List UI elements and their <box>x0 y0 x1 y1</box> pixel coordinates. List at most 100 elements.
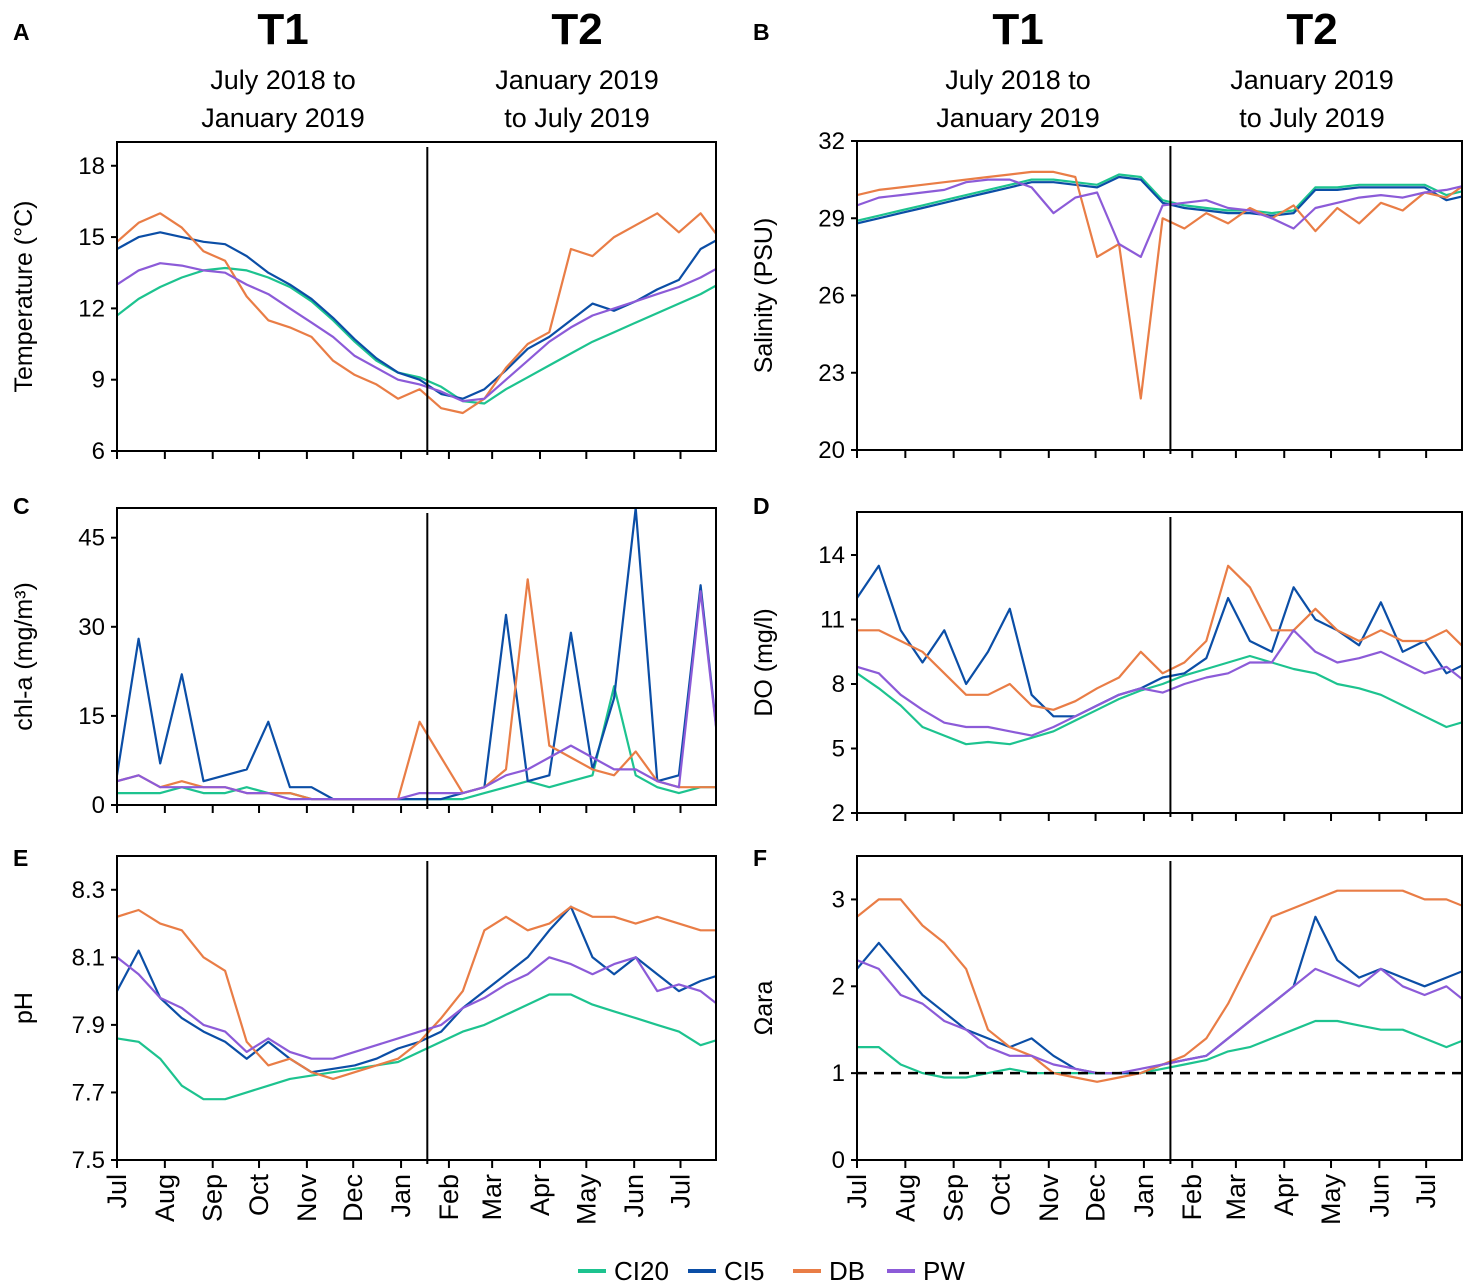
legend-item-ci5: CI5 <box>688 1256 764 1286</box>
legend-item-pw: PW <box>887 1256 965 1286</box>
month-label: Mar <box>1221 1174 1251 1221</box>
header-right: T1 July 2018 to January 2019 T2 January … <box>936 5 1394 133</box>
y-tick-label: 2 <box>832 800 845 827</box>
period-t2-line2: to July 2019 <box>1239 103 1385 133</box>
series-line-ci5 <box>857 175 1462 225</box>
y-tick-label: 18 <box>78 153 105 180</box>
series-line-pw <box>857 959 1462 1075</box>
panel-e: E 7.5 7.7 7.9 8.1 8.3 pH Jul Aug Sep Oct Nov Dec Jan F… <box>10 845 717 1225</box>
y-tick-label: 7.7 <box>72 1079 105 1106</box>
y-tick-label: 5 <box>832 736 845 763</box>
month-label: Jan <box>386 1174 416 1218</box>
y-tick-label: 12 <box>78 295 105 322</box>
month-label: Jun <box>1364 1174 1394 1218</box>
y-tick-label: 8.1 <box>72 944 105 971</box>
y-tick-label: 6 <box>92 438 105 465</box>
series-line-db <box>117 578 716 801</box>
y-tick-label: 26 <box>818 283 845 310</box>
month-label: Aug <box>150 1174 180 1222</box>
period-t2-title: T2 <box>1286 5 1337 54</box>
legend-label: CI5 <box>724 1256 764 1286</box>
month-label: Dec <box>1081 1174 1111 1222</box>
panel-letter: B <box>753 19 770 45</box>
month-label: Sep <box>198 1174 228 1222</box>
y-tick-label: 15 <box>78 703 105 730</box>
series-line-db <box>857 170 1462 400</box>
period-t1-title: T1 <box>257 5 308 54</box>
y-tick-label: 15 <box>78 224 105 251</box>
header-left: T1 July 2018 to January 2019 T2 January … <box>201 5 659 133</box>
panel-c: C 0 15 30 45 chl-a (mg/m³) <box>10 493 717 819</box>
series-line-ci5 <box>117 905 716 1074</box>
y-tick-label: 8 <box>832 671 845 698</box>
y-tick-label: 11 <box>820 607 845 634</box>
panel-letter: E <box>13 845 28 871</box>
panel-letter: D <box>753 493 770 519</box>
period-t1-line2: January 2019 <box>936 103 1100 133</box>
y-tick-label: 30 <box>78 614 105 641</box>
series-line-pw <box>857 629 1462 737</box>
month-label: Feb <box>1177 1174 1207 1221</box>
period-t2-line2: to July 2019 <box>504 103 650 133</box>
plot-frame <box>116 141 717 452</box>
series-line-db <box>117 212 716 415</box>
plot-frame <box>116 507 717 806</box>
month-label: Aug <box>890 1174 920 1222</box>
y-tick-label: 3 <box>832 886 845 913</box>
panel-letter: F <box>753 845 767 871</box>
panel-letter: C <box>13 493 30 519</box>
series-line-ci20 <box>857 1019 1462 1079</box>
month-label: Jul <box>665 1174 695 1209</box>
series-line-ci20 <box>117 685 716 801</box>
legend: CI20 CI5 DB PW <box>578 1256 965 1286</box>
series-line-pw <box>857 178 1462 258</box>
month-label: Feb <box>434 1174 464 1221</box>
period-t2-line1: January 2019 <box>1230 65 1394 95</box>
month-label: Jul <box>102 1174 132 1209</box>
y-tick-label: 29 <box>818 205 845 232</box>
legend-label: CI20 <box>614 1256 669 1286</box>
y-axis-label: chl-a (mg/m³) <box>10 582 38 731</box>
month-label: Oct <box>244 1174 274 1217</box>
y-tick-label: 20 <box>818 437 845 464</box>
y-tick-label: 7.9 <box>72 1012 105 1039</box>
month-label: Dec <box>338 1174 368 1222</box>
series-line-pw <box>117 956 716 1060</box>
panel-letter: A <box>13 19 30 45</box>
series-line-db <box>857 564 1462 711</box>
series-line-ci5 <box>857 915 1462 1075</box>
legend-item-db: DB <box>793 1256 865 1286</box>
plot-frame <box>856 855 1463 1161</box>
series-group <box>117 508 716 801</box>
period-t1-title: T1 <box>992 5 1043 54</box>
y-tick-label: 2 <box>832 973 845 1000</box>
month-label: Oct <box>985 1174 1015 1217</box>
series-line-ci5 <box>857 564 1462 718</box>
period-t1-line2: January 2019 <box>201 103 365 133</box>
plot-frame <box>116 855 717 1161</box>
series-line-ci20 <box>857 654 1462 746</box>
panel-a: A 6 9 12 15 18 Temperature (°C) <box>10 19 717 465</box>
y-axis-label: Ωara <box>750 980 778 1035</box>
month-label: Apr <box>1269 1174 1299 1216</box>
month-label: May <box>1316 1174 1346 1226</box>
series-line-ci5 <box>117 231 716 400</box>
y-axis-label: Temperature (°C) <box>10 201 38 393</box>
panel-f: F 0 1 2 3 Ωara Jul Aug Sep Oct Nov Dec Jan Feb Mar Apr M… <box>750 845 1463 1226</box>
month-label: Jun <box>619 1174 649 1218</box>
legend-item-ci20: CI20 <box>578 1256 669 1286</box>
series-line-ci20 <box>117 266 716 405</box>
month-label: Apr <box>525 1174 555 1216</box>
month-label: Jul <box>1411 1174 1441 1209</box>
y-tick-label: 8.3 <box>72 877 105 904</box>
series-line-pw <box>117 262 716 403</box>
series-line-ci20 <box>857 173 1462 222</box>
y-tick-label: 1 <box>832 1060 845 1087</box>
series-group <box>857 170 1462 400</box>
legend-label: PW <box>923 1256 965 1286</box>
period-t1-line1: July 2018 to <box>945 65 1091 95</box>
panel-b: B 20 23 26 29 32 Salinity (PSU) <box>750 19 1463 464</box>
y-axis-label: Salinity (PSU) <box>750 218 778 374</box>
y-tick-label: 9 <box>92 367 105 394</box>
